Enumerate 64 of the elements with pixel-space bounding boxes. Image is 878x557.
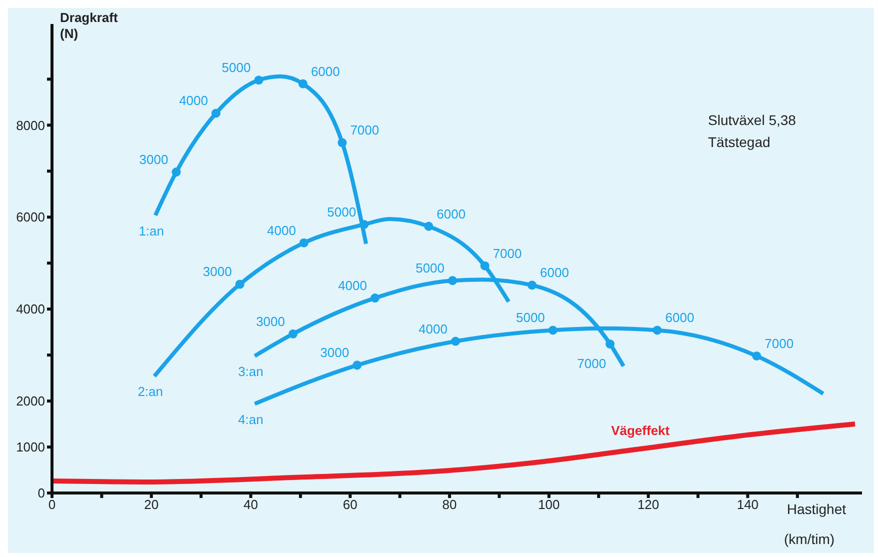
y-tick-label: 1000 — [16, 440, 45, 455]
y-tick-label: 0 — [38, 486, 45, 501]
y-tick-label: 4000 — [16, 302, 45, 317]
y-tick-label: 2000 — [16, 394, 45, 409]
text: (km/tim) — [784, 531, 835, 547]
annotation: 5000 — [222, 60, 251, 76]
point — [299, 238, 308, 248]
x-tick-label: 40 — [244, 497, 258, 512]
x-tick-label: 120 — [637, 497, 660, 512]
annotation: Tätstegad — [708, 134, 770, 150]
x-tick-label: 80 — [442, 497, 457, 512]
annotation: 7000 — [492, 246, 522, 261]
point — [172, 168, 181, 177]
annotation: 6000 — [540, 265, 569, 280]
x-tick-label: 0 — [48, 497, 56, 512]
y-axis-title: Dragkraft (N) — [60, 10, 118, 42]
annotation: 4000 — [267, 222, 296, 238]
annotation: 7000 — [764, 336, 794, 351]
series-label: 4:an — [238, 412, 264, 427]
x-tick-label: 100 — [538, 497, 560, 512]
series-label: 1:an — [138, 223, 164, 238]
point — [606, 340, 615, 349]
annotation: 6000 — [665, 310, 694, 326]
x-tick-label: 20 — [144, 497, 159, 512]
annotation: 5000 — [327, 204, 356, 220]
annotation: 6000 — [436, 206, 466, 222]
point — [528, 280, 537, 290]
point — [450, 336, 460, 346]
point — [370, 294, 380, 303]
point — [338, 138, 347, 148]
annotation: 3000 — [139, 152, 168, 168]
x-tick-label: 140 — [736, 497, 759, 512]
point — [652, 326, 662, 335]
point — [298, 79, 308, 88]
x-tick-label: 60 — [342, 497, 358, 512]
point — [448, 276, 458, 286]
annotation: 5000 — [416, 260, 445, 276]
y-tick-label: 8000 — [16, 118, 45, 133]
point — [211, 108, 220, 118]
annotation: 3000 — [256, 314, 286, 329]
point — [424, 222, 434, 231]
annotation: 6000 — [310, 64, 340, 79]
annotation: 4000 — [179, 93, 208, 108]
x-axis-title: Hastighet — [786, 501, 846, 517]
point — [352, 360, 362, 370]
series-label: Vägeffekt — [611, 422, 670, 438]
annotation: 7000 — [577, 356, 606, 372]
point — [360, 220, 369, 229]
point — [235, 280, 244, 289]
annotation: 5000 — [516, 310, 545, 326]
annotation: 3000 — [202, 264, 232, 280]
annotation: 3000 — [320, 345, 350, 360]
point — [254, 76, 264, 85]
series-label: 3:an — [238, 364, 264, 379]
series-label: 2:an — [138, 384, 164, 400]
y-tick-label: 6000 — [16, 210, 45, 225]
point — [480, 261, 490, 270]
annotation: Slutväxel 5,38 — [708, 112, 796, 128]
point — [752, 351, 762, 360]
annotation: 4000 — [418, 321, 448, 336]
point — [288, 329, 298, 338]
annotation: 4000 — [338, 278, 368, 294]
annotation: 7000 — [350, 122, 380, 138]
point — [548, 326, 558, 335]
